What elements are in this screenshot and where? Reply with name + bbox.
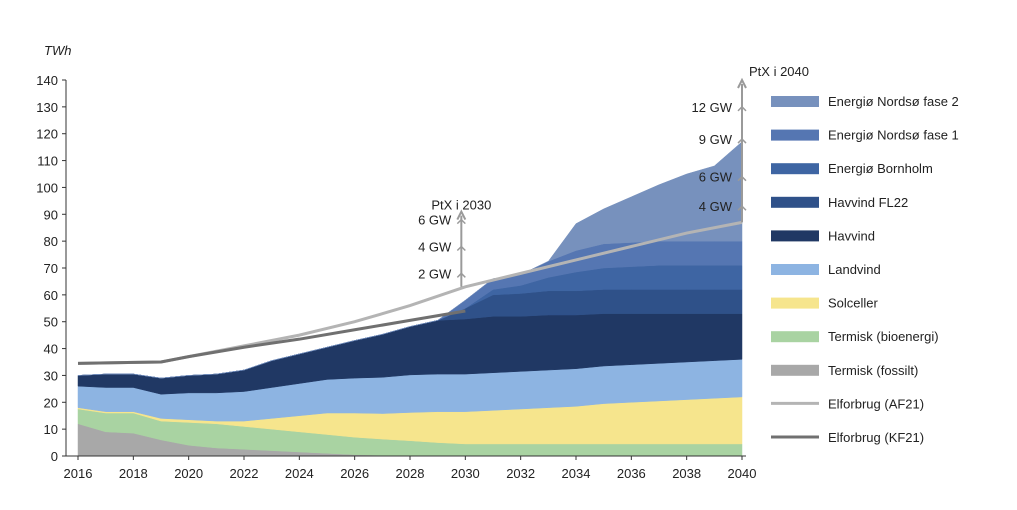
x-tick-label-10: 2036 xyxy=(617,466,646,481)
x-tick-label-9: 2034 xyxy=(562,466,591,481)
ptx-arrow-head-1 xyxy=(737,77,747,89)
legend-label-7: Termisk (bioenergi) xyxy=(828,329,939,344)
y-tick-label-0: 0 xyxy=(51,449,58,464)
x-tick-label-4: 2024 xyxy=(285,466,314,481)
ptx-title-0: PtX i 2030 xyxy=(431,198,491,213)
ptx-tick-0-1 xyxy=(456,245,466,252)
legend-label-9: Elforbrug (AF21) xyxy=(828,396,924,411)
line-series-1 xyxy=(77,309,466,365)
y-tick-label-7: 70 xyxy=(44,261,58,276)
x-tick-label-12: 2040 xyxy=(728,466,757,481)
ptx-label-1-3: 4 GW xyxy=(699,199,733,214)
legend: Energiø Nordsø fase 2 Energiø Nordsø fase… xyxy=(771,94,959,445)
ptx-tick-0-2 xyxy=(456,272,466,278)
x-tick-label-3: 2022 xyxy=(230,466,259,481)
ptx-tick-1-3 xyxy=(737,205,747,211)
legend-swatch-7 xyxy=(771,331,819,343)
legend-label-2: Energiø Bornholm xyxy=(828,161,933,176)
y-tick-label-12: 120 xyxy=(36,127,58,142)
x-tick-label-0: 2016 xyxy=(64,466,93,481)
x-tick-label-11: 2038 xyxy=(672,466,701,481)
ptx-label-0-0: 6 GW xyxy=(418,213,452,228)
y-tick-label-8: 80 xyxy=(44,234,58,249)
ptx-arrow-head-0 xyxy=(456,209,467,221)
legend-swatch-6 xyxy=(771,297,819,309)
y-unit-label: TWh xyxy=(44,43,71,58)
legend-label-0: Energiø Nordsø fase 2 xyxy=(828,94,959,109)
legend-swatch-2 xyxy=(771,163,819,175)
ptx-tick-0-0 xyxy=(456,218,466,225)
ptx-label-1-2: 6 GW xyxy=(699,170,733,185)
x-tick-label-1: 2018 xyxy=(119,466,148,481)
ptx-label-1-1: 9 GW xyxy=(699,132,733,147)
x-tick-label-5: 2026 xyxy=(340,466,369,481)
legend-swatch-4 xyxy=(771,230,819,242)
ptx-tick-1-0 xyxy=(737,105,747,112)
area-series-group xyxy=(77,141,743,457)
y-tick-label-10: 100 xyxy=(36,180,58,195)
legend-swatch-3 xyxy=(771,196,819,208)
y-tick-label-5: 50 xyxy=(44,315,58,330)
line-series-group xyxy=(77,220,743,365)
legend-label-10: Elforbrug (KF21) xyxy=(828,430,924,445)
y-tick-label-14: 140 xyxy=(36,73,58,88)
legend-label-1: Energiø Nordsø fase 1 xyxy=(828,128,959,143)
ptx-label-0-2: 2 GW xyxy=(418,266,452,281)
legend-label-3: Havvind FL22 xyxy=(828,195,908,210)
y-tick-label-4: 40 xyxy=(44,342,58,357)
y-tick-label-2: 20 xyxy=(44,395,58,410)
y-tick-label-6: 60 xyxy=(44,288,58,303)
y-tick-label-13: 130 xyxy=(36,100,58,115)
ptx-label-0-1: 4 GW xyxy=(418,240,452,255)
legend-swatch-8 xyxy=(771,364,819,376)
legend-label-5: Landvind xyxy=(828,262,881,277)
legend-label-4: Havvind xyxy=(828,228,875,243)
y-tick-label-1: 10 xyxy=(44,422,58,437)
x-tick-label-2: 2020 xyxy=(174,466,203,481)
legend-swatch-5 xyxy=(771,264,819,275)
ptx-tick-1-2 xyxy=(737,175,747,182)
x-tick-label-8: 2032 xyxy=(506,466,535,481)
y-tick-label-11: 110 xyxy=(37,154,58,169)
legend-label-6: Solceller xyxy=(828,296,879,311)
ptx-title-1: PtX i 2040 xyxy=(749,64,809,79)
ptx-label-1-0: 12 GW xyxy=(692,100,733,115)
ptx-tick-1-1 xyxy=(737,138,747,144)
x-tick-label-6: 2028 xyxy=(396,466,425,481)
x-tick-label-7: 2030 xyxy=(451,466,480,481)
y-tick-label-9: 90 xyxy=(44,207,58,222)
y-tick-label-3: 30 xyxy=(44,368,58,383)
legend-label-8: Termisk (fossilt) xyxy=(828,363,918,378)
legend-swatch-0 xyxy=(771,96,819,107)
legend-swatch-1 xyxy=(771,129,819,141)
